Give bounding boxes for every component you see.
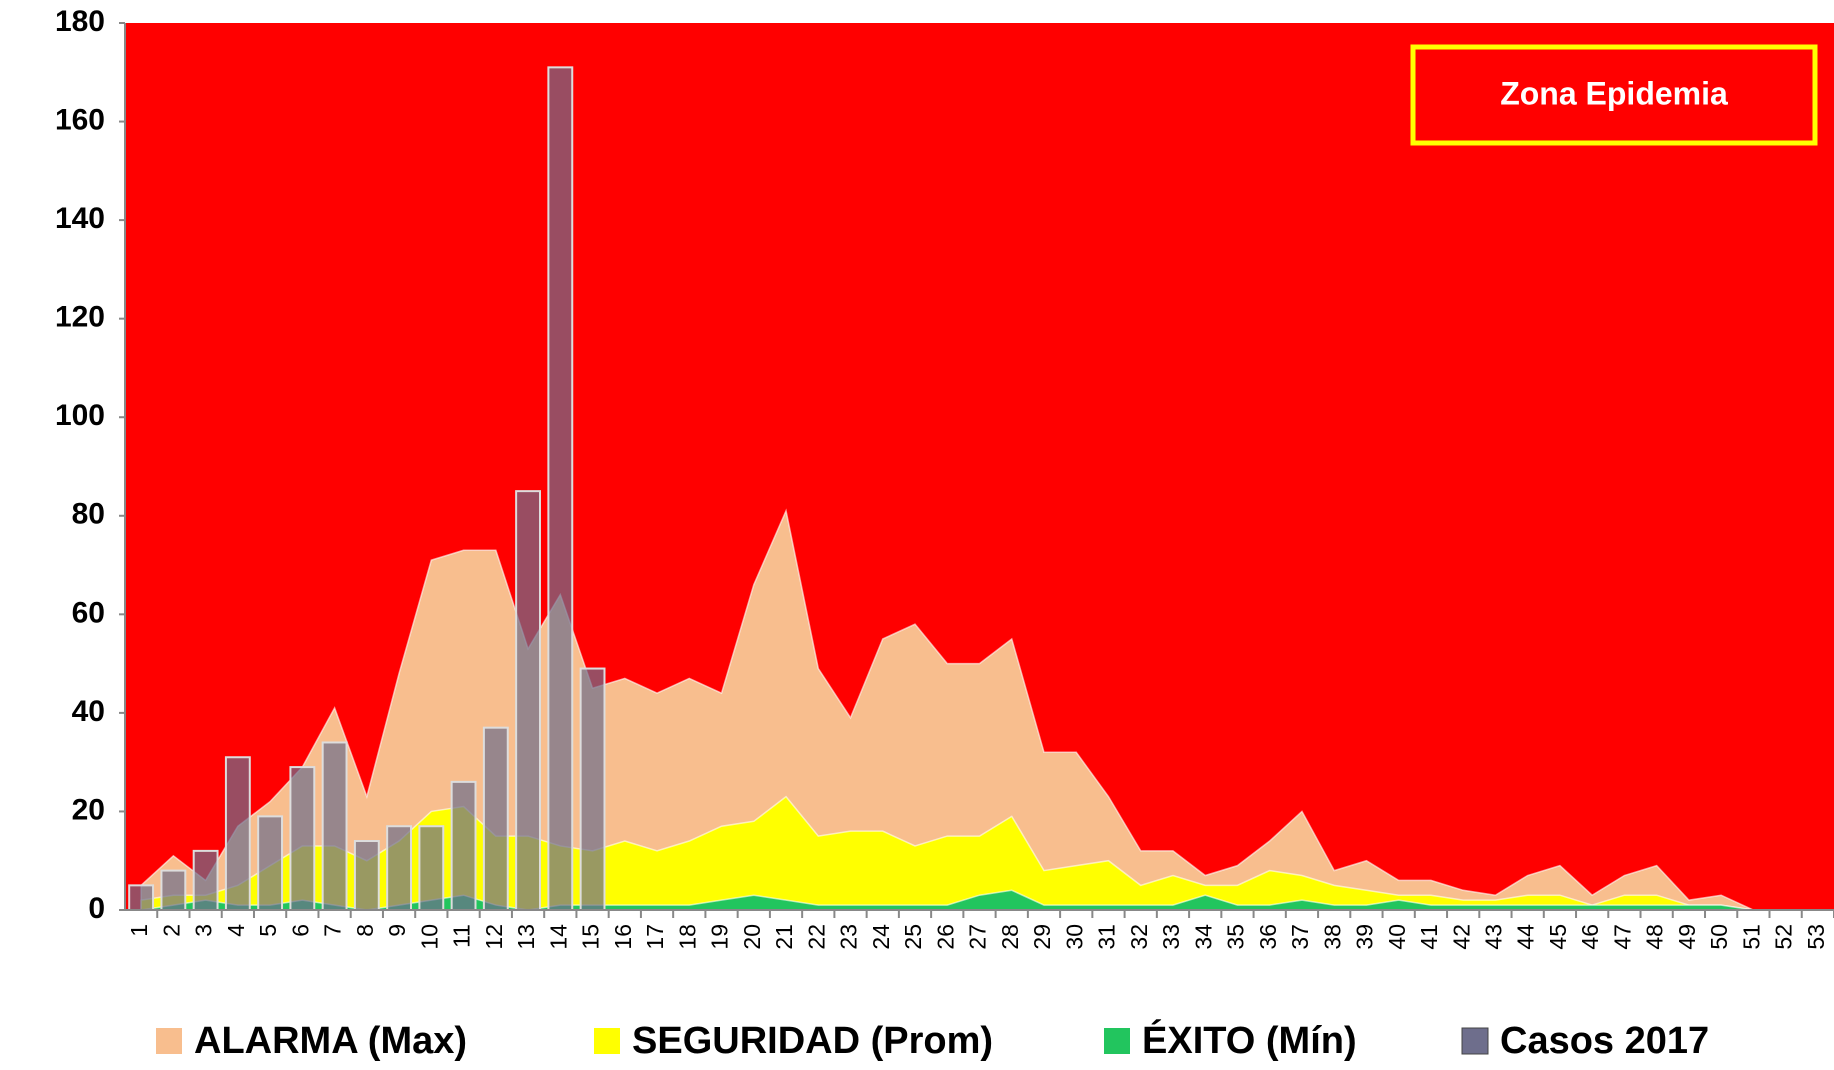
bar xyxy=(515,490,541,911)
legend-swatch xyxy=(1104,1028,1130,1054)
y-tick-label: 120 xyxy=(55,301,105,334)
x-tick-label: 29 xyxy=(1029,924,1055,950)
x-tick-label: 34 xyxy=(1190,924,1216,950)
x-tick-label: 46 xyxy=(1577,924,1603,950)
bar xyxy=(386,825,413,912)
x-tick-label: 27 xyxy=(965,924,991,950)
x-tick-label: 47 xyxy=(1609,924,1635,950)
y-tick-label: 0 xyxy=(88,892,105,925)
y-tick-label: 60 xyxy=(72,596,105,629)
bar xyxy=(418,825,445,912)
x-tick-label: 42 xyxy=(1448,924,1474,950)
x-tick-label: 25 xyxy=(900,924,926,950)
x-tick-label: 21 xyxy=(771,924,797,950)
x-tick-label: 48 xyxy=(1642,924,1668,950)
x-tick-label: 53 xyxy=(1803,924,1829,950)
x-tick-label: 45 xyxy=(1545,924,1571,950)
x-tick-label: 14 xyxy=(545,924,571,950)
x-tick-label: 11 xyxy=(449,924,475,948)
legend-label: ALARMA (Max) xyxy=(194,1020,467,1062)
x-tick-label: 22 xyxy=(803,924,829,950)
x-tick-label: 24 xyxy=(868,924,894,950)
bar xyxy=(257,815,284,911)
x-tick-label: 23 xyxy=(836,924,862,950)
y-tick-label: 80 xyxy=(72,498,105,531)
y-tick-label: 40 xyxy=(72,695,105,728)
bar xyxy=(450,780,477,912)
x-tick-label: 13 xyxy=(513,924,539,950)
x-tick-label: 2 xyxy=(158,924,184,937)
y-tick-label: 160 xyxy=(55,103,105,136)
x-tick-label: 40 xyxy=(1384,924,1410,950)
bar xyxy=(224,756,251,911)
x-tick-label: 16 xyxy=(610,924,636,950)
x-tick-label: 32 xyxy=(1126,924,1152,950)
x-tick-label: 41 xyxy=(1416,924,1442,950)
x-tick-label: 49 xyxy=(1674,924,1700,950)
x-tick-label: 6 xyxy=(287,924,313,937)
x-tick-label: 52 xyxy=(1771,924,1797,950)
legend-swatch xyxy=(156,1028,182,1054)
marks xyxy=(128,66,1818,912)
x-tick-label: 26 xyxy=(932,924,958,950)
bar xyxy=(482,726,509,912)
y-tick-label: 180 xyxy=(55,5,105,38)
x-tick-label: 15 xyxy=(578,924,604,950)
bar xyxy=(192,849,219,911)
legend-label: ÉXITO (Mín) xyxy=(1142,1018,1357,1062)
bar xyxy=(289,766,316,911)
bar xyxy=(321,741,348,912)
bar xyxy=(579,667,606,911)
legend-swatch xyxy=(594,1028,620,1054)
x-tick-label: 35 xyxy=(1223,924,1249,950)
x-tick-label: 39 xyxy=(1352,924,1378,950)
y-tick-label: 20 xyxy=(72,793,105,826)
x-tick-label: 9 xyxy=(384,924,410,937)
bar xyxy=(128,884,155,911)
x-tick-label: 28 xyxy=(997,924,1023,950)
x-tick-label: 44 xyxy=(1513,924,1539,950)
x-tick-label: 51 xyxy=(1738,924,1764,950)
x-tick-label: 38 xyxy=(1319,924,1345,950)
y-tick-label: 100 xyxy=(55,399,105,432)
x-tick-label: 20 xyxy=(739,924,765,950)
x-tick-label: 12 xyxy=(481,924,507,950)
x-tick-label: 50 xyxy=(1706,924,1732,950)
bar xyxy=(160,869,187,911)
x-tick-label: 8 xyxy=(352,924,378,937)
legend-label: SEGURIDAD (Prom) xyxy=(632,1020,993,1062)
x-tick-label: 1 xyxy=(126,924,152,937)
x-tick-label: 7 xyxy=(320,924,346,937)
annotation-box xyxy=(1410,44,1818,146)
bar xyxy=(547,66,574,912)
annotation: Zona Epidemia xyxy=(1500,75,1728,111)
x-tick-label: 18 xyxy=(674,924,700,950)
x-tick-label: 10 xyxy=(416,924,442,950)
x-tick-label: 5 xyxy=(255,924,281,937)
x-tick-label: 3 xyxy=(191,924,217,937)
bar xyxy=(353,840,380,911)
x-tick-label: 31 xyxy=(1094,924,1120,950)
x-tick-label: 37 xyxy=(1287,924,1313,950)
legend-swatch xyxy=(1461,1027,1489,1055)
x-tick-label: 36 xyxy=(1255,924,1281,950)
x-tick-label: 19 xyxy=(707,924,733,950)
legend-label: Casos 2017 xyxy=(1500,1020,1709,1062)
x-tick-label: 43 xyxy=(1481,924,1507,950)
x-tick-label: 4 xyxy=(223,924,249,937)
x-tick-label: 17 xyxy=(642,924,668,950)
y-tick-label: 140 xyxy=(55,202,105,235)
x-tick-label: 30 xyxy=(1061,924,1087,950)
x-tick-label: 33 xyxy=(1158,924,1184,950)
